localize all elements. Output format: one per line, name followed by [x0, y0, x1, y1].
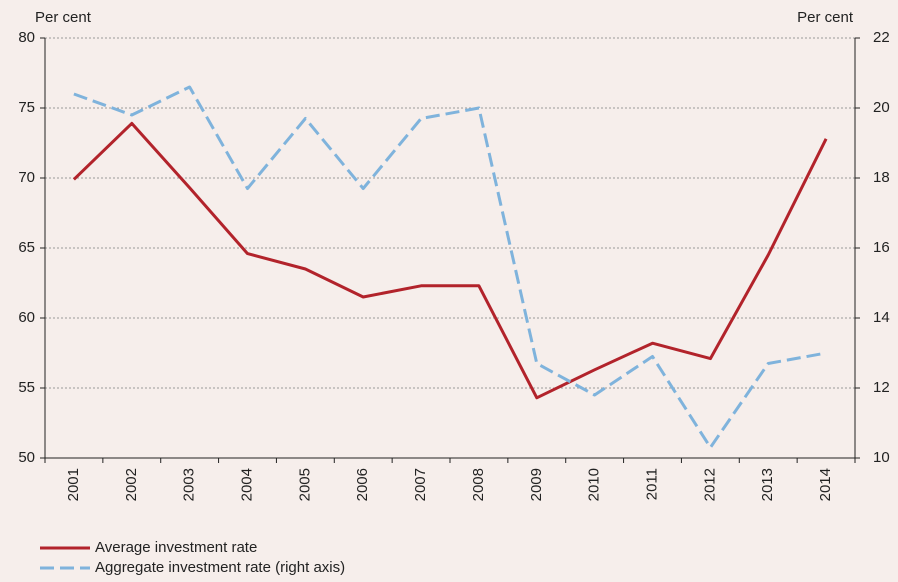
y-axis-label: Per cent	[35, 9, 92, 26]
y-tick-label: 65	[18, 239, 35, 256]
y-tick-label: 70	[18, 169, 35, 186]
y2-tick-label: 12	[873, 379, 890, 396]
x-tick-label: 2013	[759, 468, 776, 501]
x-tick-label: 2003	[181, 468, 198, 501]
y-tick-label: 75	[18, 99, 35, 116]
y2-tick-label: 16	[873, 239, 890, 256]
y2-tick-label: 18	[873, 169, 890, 186]
y2-tick-label: 20	[873, 99, 890, 116]
y2-tick-label: 22	[873, 29, 890, 46]
y2-tick-label: 14	[873, 309, 890, 326]
x-tick-label: 2002	[123, 468, 140, 501]
x-tick-label: 2001	[65, 468, 82, 501]
x-tick-label: 2004	[238, 468, 255, 501]
legend-label: Average investment rate	[95, 539, 257, 556]
x-tick-label: 2012	[701, 468, 718, 501]
series-line	[72, 121, 828, 400]
x-tick-label: 2009	[528, 468, 545, 501]
y-tick-label: 50	[18, 449, 35, 466]
y-tick-label: 80	[18, 29, 35, 46]
x-tick-label: 2006	[354, 468, 371, 501]
y2-axis-label: Per cent	[797, 9, 854, 26]
x-tick-label: 2008	[470, 468, 487, 501]
y2-tick-label: 10	[873, 449, 890, 466]
x-tick-label: 2011	[643, 468, 660, 500]
x-tick-label: 2010	[586, 468, 603, 501]
x-tick-label: 2005	[296, 468, 313, 501]
y-tick-label: 55	[18, 379, 35, 396]
series-line	[73, 85, 827, 449]
x-tick-label: 2007	[412, 468, 429, 501]
legend-label: Aggregate investment rate (right axis)	[95, 559, 345, 576]
y-tick-label: 60	[18, 309, 35, 326]
x-tick-label: 2014	[817, 468, 834, 501]
